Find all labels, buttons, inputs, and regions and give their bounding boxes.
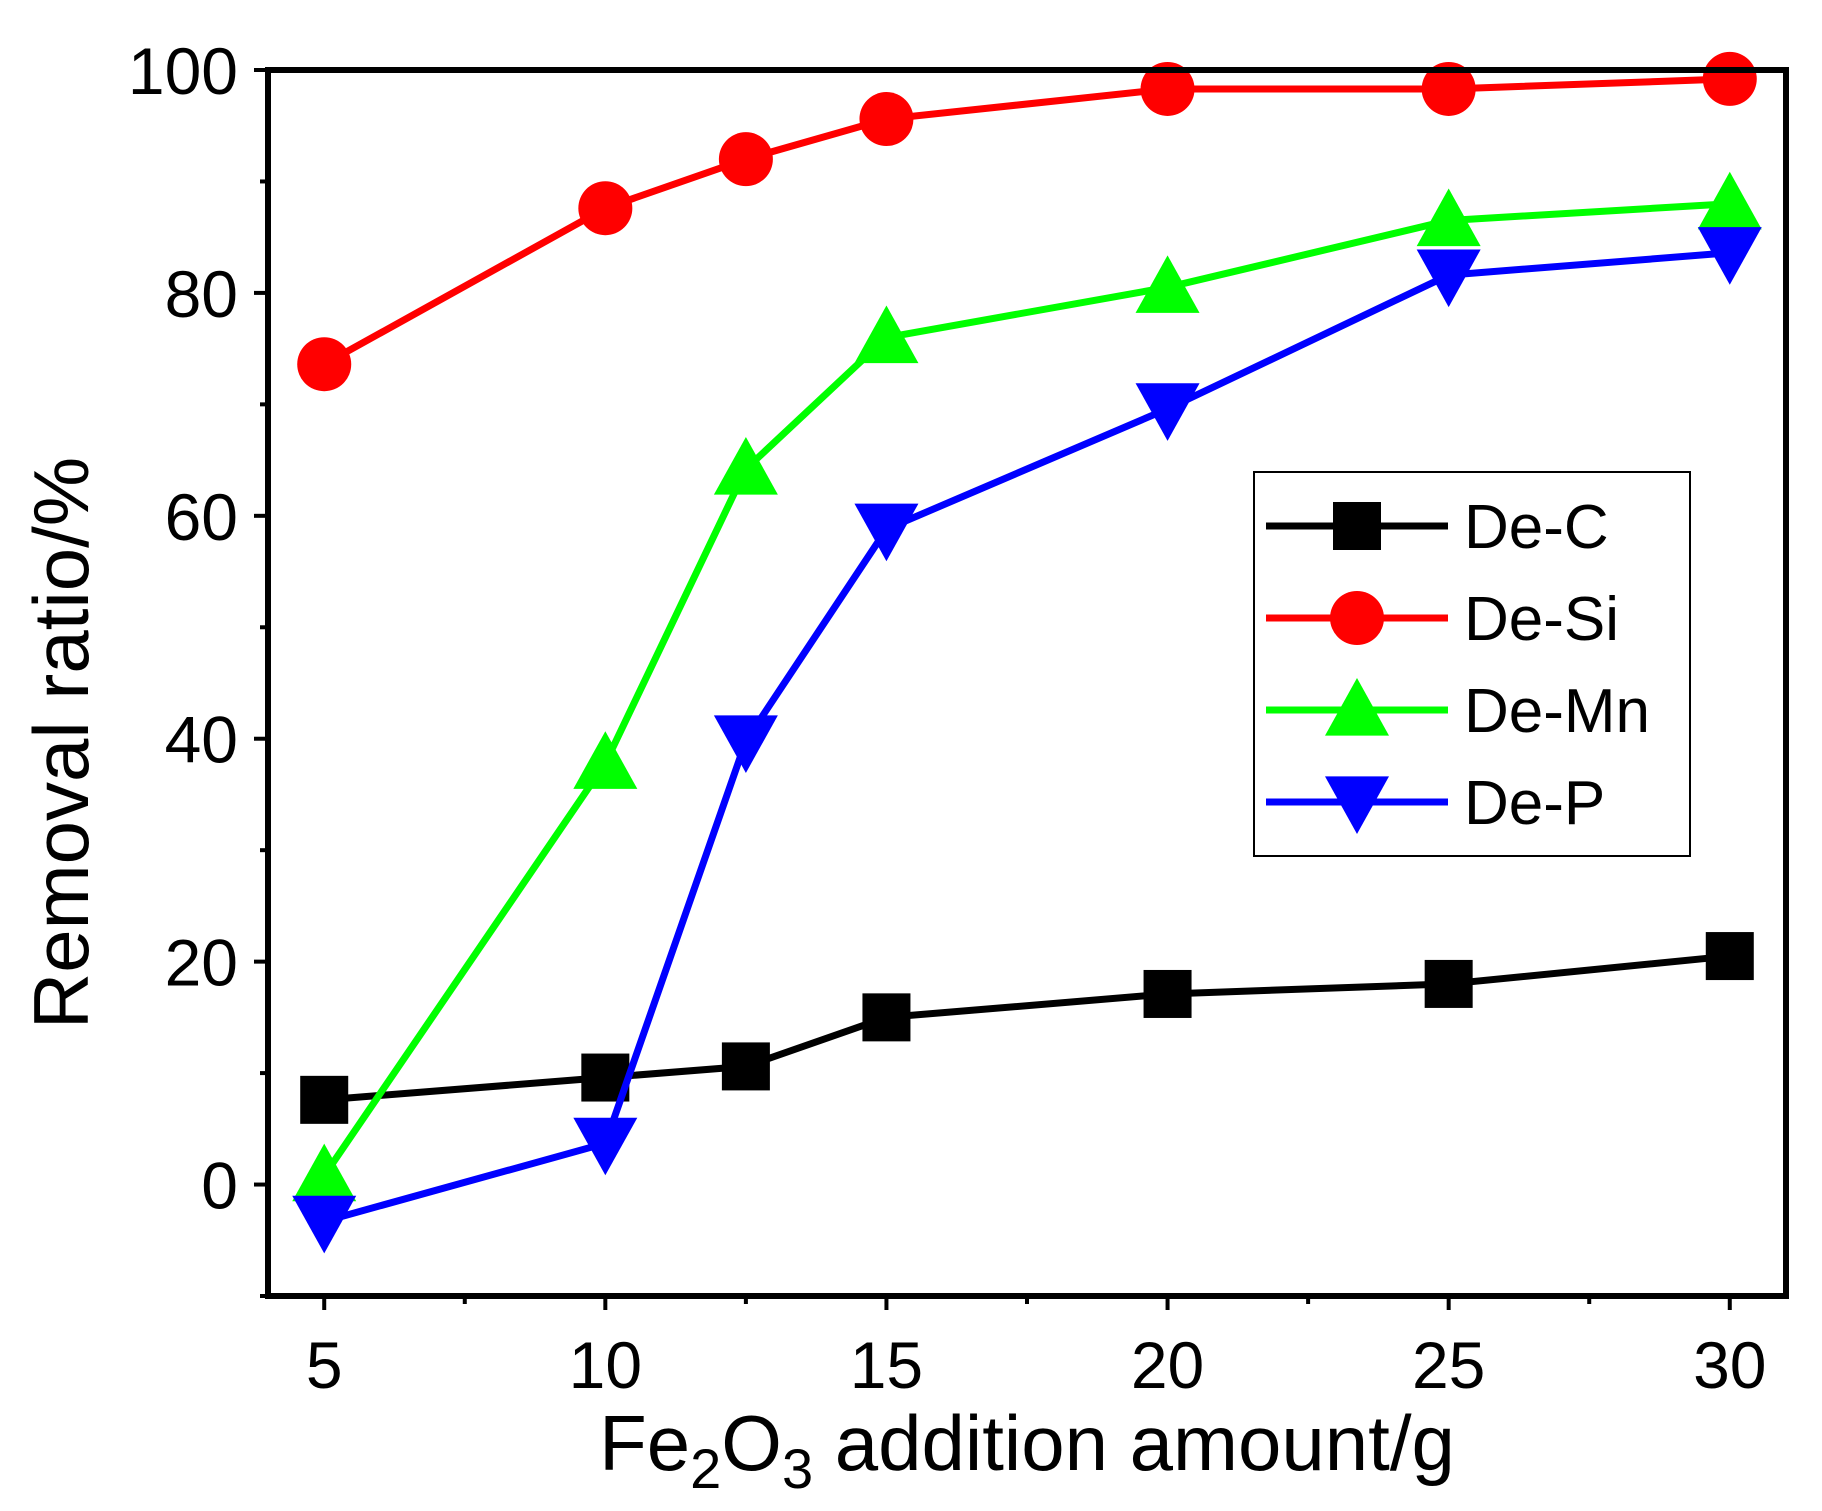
data-point-de-p <box>1697 227 1762 285</box>
data-point-de-c <box>862 993 911 1042</box>
data-point-de-si <box>1140 61 1195 116</box>
series-de-mn <box>292 171 1762 1202</box>
x-tick-label: 5 <box>306 1328 343 1402</box>
data-point-de-si <box>1421 61 1476 116</box>
series-line-de-si <box>322 75 1730 368</box>
x-tick-label: 15 <box>850 1328 923 1402</box>
data-point-de-c <box>721 1042 770 1091</box>
legend-marker <box>1333 502 1381 550</box>
data-point-de-p <box>854 503 919 562</box>
legend-item-de-si: De-Si <box>1266 585 1619 654</box>
y-tick-label: 40 <box>165 703 238 777</box>
data-point-de-si <box>718 132 773 187</box>
data-point-de-si <box>1702 51 1757 106</box>
x-axis-title: Fe2O3 addition amount/g <box>599 1399 1455 1500</box>
series-line-de-c <box>323 952 1731 1104</box>
legend-marker <box>1325 678 1389 736</box>
x-tick-label: 20 <box>1131 1328 1204 1402</box>
data-point-de-c <box>1143 969 1192 1018</box>
data-point-de-mn <box>1135 255 1200 313</box>
y-tick-label: 0 <box>201 1149 238 1223</box>
legend-marker <box>1330 591 1384 645</box>
data-point-de-p <box>573 1117 638 1176</box>
legend-box <box>1253 471 1691 857</box>
x-tick-label: 30 <box>1693 1328 1766 1402</box>
series-de-p <box>292 227 1762 1254</box>
data-point-de-si <box>297 337 352 392</box>
y-tick-label: 60 <box>165 480 238 554</box>
data-point-de-mn <box>292 1143 357 1202</box>
legend: De-C De-Si De-Mn De-P <box>1253 471 1691 857</box>
legend-label: De-Si <box>1464 585 1619 654</box>
data-point-de-mn <box>1697 171 1762 230</box>
data-point-de-c <box>300 1075 349 1124</box>
y-axis-title: Removal ratio/% <box>17 457 105 1029</box>
data-point-de-si <box>859 92 914 147</box>
legend-label: De-C <box>1464 493 1609 562</box>
y-tick-label: 100 <box>128 34 238 108</box>
data-point-de-mn <box>573 731 638 789</box>
data-point-de-c <box>1424 959 1473 1008</box>
data-point-de-p <box>1416 249 1481 308</box>
legend-item-de-mn: De-Mn <box>1266 677 1650 746</box>
series-de-si <box>297 51 1757 392</box>
legend-item-de-p: De-P <box>1266 769 1605 838</box>
y-tick-label: 80 <box>165 257 238 331</box>
y-tick-label: 20 <box>165 926 238 1000</box>
data-point-de-p <box>1135 383 1200 441</box>
series-de-c <box>300 932 1754 1124</box>
data-point-de-mn <box>854 305 919 364</box>
series-layer <box>292 51 1762 1254</box>
data-point-de-mn <box>713 437 778 495</box>
x-tick-label: 10 <box>569 1328 642 1402</box>
legend-item-de-c: De-C <box>1266 493 1609 562</box>
data-point-de-p <box>713 715 778 773</box>
legend-label: De-Mn <box>1464 677 1650 746</box>
x-tick-label: 25 <box>1412 1328 1485 1402</box>
data-point-de-si <box>578 181 633 236</box>
data-point-de-mn <box>1416 188 1481 247</box>
y-axis-ticks: 0 20 40 60 80 100 <box>128 34 268 1298</box>
x-axis-ticks: 5 10 15 20 25 30 <box>306 1296 1766 1402</box>
data-point-de-p <box>292 1195 357 1254</box>
legend-label: De-P <box>1464 769 1605 838</box>
legend-marker <box>1325 776 1389 834</box>
data-point-de-c <box>1705 932 1754 981</box>
